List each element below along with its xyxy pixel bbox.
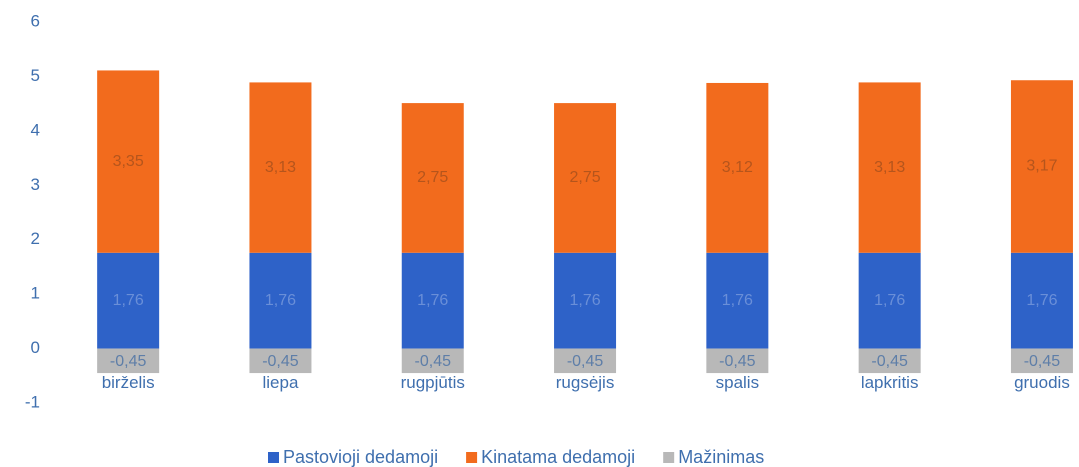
x-tick-label: birželis [102, 373, 155, 392]
data-label: -0,45 [415, 353, 452, 370]
data-label: 1,76 [265, 292, 296, 309]
y-tick-label: 4 [31, 120, 40, 139]
legend-swatch [466, 452, 478, 463]
bar-segment [401, 348, 464, 374]
x-tick-label: rugsėjis [556, 373, 615, 392]
bar-segment [249, 252, 312, 349]
bar-segment [97, 70, 160, 253]
data-label: 1,76 [113, 292, 144, 309]
data-label: 3,13 [265, 159, 296, 176]
bar-segment [249, 82, 312, 253]
legend-swatch [663, 452, 675, 463]
data-label: -0,45 [262, 353, 299, 370]
y-tick-label: 3 [31, 175, 40, 194]
x-tick-label: gruodis [1014, 373, 1070, 392]
bar-segment [1010, 252, 1073, 349]
legend-label: Pastovioji dedamoji [283, 447, 438, 467]
data-label: 3,12 [722, 159, 753, 176]
legend-swatch [268, 452, 279, 463]
legend-label: Mažinimas [678, 447, 764, 467]
y-tick-label: 6 [31, 11, 40, 30]
bar-segment [706, 348, 769, 374]
bar-segment [858, 82, 921, 253]
data-label: 3,13 [874, 159, 905, 176]
data-label: 1,76 [722, 292, 753, 309]
bar-segment [858, 348, 921, 374]
data-label: 2,75 [569, 169, 600, 186]
y-tick-label: 5 [31, 66, 40, 85]
data-label: -0,45 [110, 353, 147, 370]
legend-label: Kinatama dedamoji [481, 447, 635, 467]
bar-segment [1010, 80, 1073, 253]
data-label: 1,76 [1026, 292, 1057, 309]
bar-segment [554, 348, 617, 374]
data-label: -0,45 [871, 353, 908, 370]
bar-segment [706, 252, 769, 349]
data-label: -0,45 [1024, 353, 1061, 370]
bar-segment [401, 252, 464, 349]
bar-segment [554, 103, 617, 253]
y-tick-label: 1 [31, 284, 40, 303]
data-label: 1,76 [874, 292, 905, 309]
data-label: 2,75 [417, 169, 448, 186]
data-label: 3,17 [1026, 158, 1057, 175]
data-label: 3,35 [113, 153, 144, 170]
bar-segment [249, 348, 312, 374]
x-tick-label: rugpjūtis [401, 373, 465, 392]
x-tick-label: liepa [262, 373, 298, 392]
x-tick-label: spalis [716, 373, 759, 392]
data-label: 1,76 [417, 292, 448, 309]
bar-segment [97, 252, 160, 349]
bar-segment [706, 82, 769, 253]
bar-segment [858, 252, 921, 349]
y-tick-label: 2 [31, 229, 40, 248]
y-tick-label: 0 [31, 338, 40, 357]
y-tick-label: -1 [25, 392, 40, 411]
data-label: -0,45 [719, 353, 756, 370]
bar-segment [554, 252, 617, 349]
data-label: 1,76 [569, 292, 600, 309]
data-label: -0,45 [567, 353, 604, 370]
x-tick-label: lapkritis [861, 373, 919, 392]
bar-segment [97, 348, 160, 374]
bar-segment [401, 103, 464, 253]
bar-segment [1010, 348, 1073, 374]
